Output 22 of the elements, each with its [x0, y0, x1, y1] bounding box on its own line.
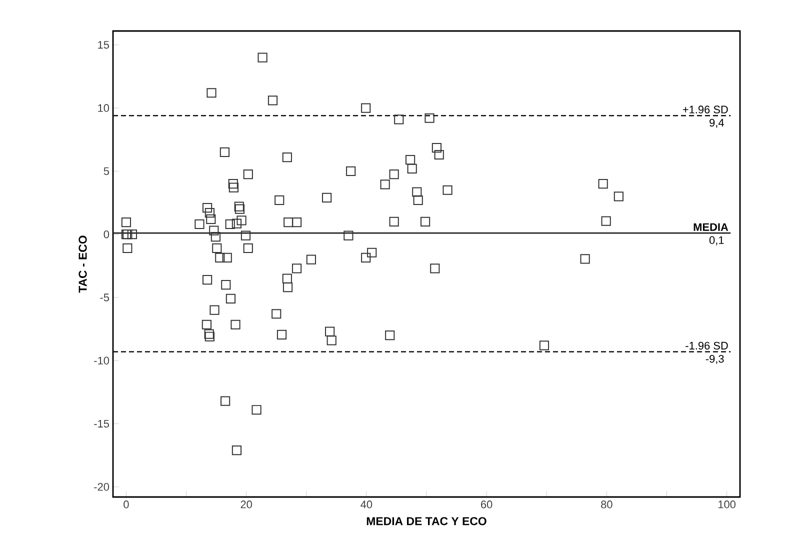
- x-tick-label: 0: [124, 500, 129, 508]
- y-tick-label: -20: [94, 483, 110, 491]
- ref-line-label: -1.96 SD: [686, 342, 728, 350]
- x-axis-title: MEDIA DE TAC Y ECO: [366, 517, 486, 526]
- y-tick-label: 0: [104, 230, 110, 238]
- x-tick-label: 60: [481, 500, 492, 508]
- x-tick-label: 80: [601, 500, 612, 508]
- y-tick-label: 10: [98, 104, 110, 112]
- annotation: 0,1: [709, 236, 724, 246]
- y-axis-title: TAC - ECO: [78, 236, 87, 293]
- x-tick-label: 20: [240, 500, 252, 508]
- y-tick-label: 15: [98, 41, 110, 49]
- y-tick-label: -5: [100, 294, 110, 302]
- ref-line-label: +1.96 SD: [682, 106, 728, 114]
- y-tick-label: -10: [94, 356, 110, 364]
- y-tick-label: 5: [104, 167, 110, 175]
- y-tick-label: -15: [94, 420, 110, 428]
- annotation: -9,3: [706, 354, 724, 364]
- ref-line-label: MEDIA: [694, 223, 728, 231]
- x-tick-label: 100: [718, 500, 736, 508]
- x-tick-label: 40: [360, 500, 372, 508]
- annotation: 9,4: [710, 118, 724, 128]
